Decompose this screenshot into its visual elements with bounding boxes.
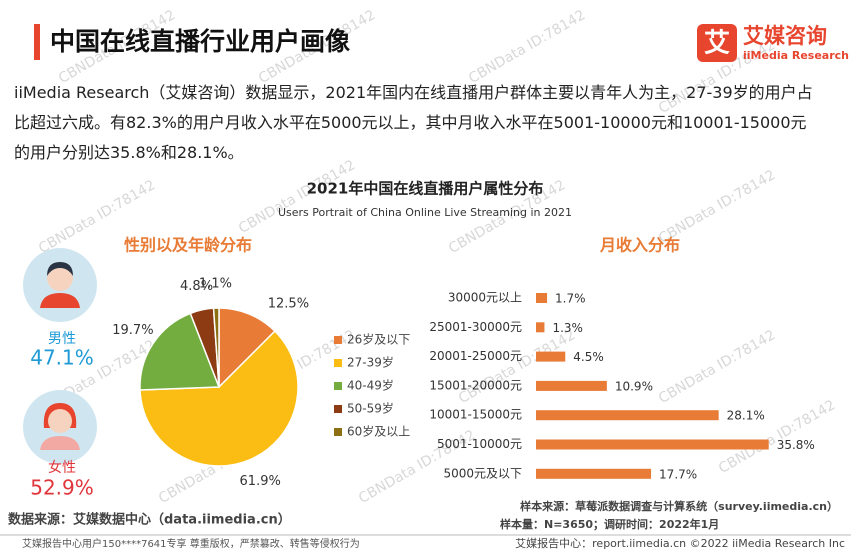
footer-left: 艾媒报告中心用户150****7641专享 尊重版权，严禁篡改、转售等侵权行为 (22, 537, 360, 550)
legend-label: 50-59岁 (347, 401, 394, 416)
legend-swatch (334, 359, 342, 367)
logo-en: iiMedia Research (743, 49, 849, 62)
legend-label: 27-39岁 (347, 355, 394, 370)
logo-box (697, 24, 737, 62)
y-tick-label: 25001-30000元 (429, 320, 522, 334)
y-tick-label: 5000元及以下 (443, 466, 522, 480)
watermark: CBNData ID:78142 (456, 327, 578, 407)
legend-swatch (334, 382, 342, 390)
legend-swatch (334, 405, 342, 413)
bar-value-label: 1.7% (555, 292, 586, 306)
gender-value: 47.1% (30, 346, 94, 370)
bar (536, 380, 607, 391)
y-tick-label: 15001-20000元 (429, 378, 522, 392)
y-tick-label: 20001-25000元 (429, 349, 522, 363)
bar (536, 468, 652, 479)
pie-value-label: 61.9% (240, 474, 281, 489)
title-bar (34, 24, 40, 60)
figure-subtitle: Users Portrait of China Online Live Stre… (278, 206, 572, 219)
charts: 12.5% 61.9% 19.7% 4.8%1.1% 26岁及以下 27-39岁 40-49… (112, 277, 815, 489)
pie-value-label: 19.7% (112, 323, 153, 338)
bar-value-label: 35.8% (777, 438, 815, 452)
bar-value-label: 28.1% (727, 409, 765, 423)
watermark: CBNData ID:78142 (656, 327, 778, 407)
y-tick-label: 30000元以上 (448, 291, 522, 305)
bar (536, 293, 548, 303)
pie-value-label: 1.1% (199, 277, 232, 292)
watermark: CBNData ID:78142 (466, 7, 588, 87)
sample-info: 样本量：N=3650；调研时间：2022年1月 (500, 517, 719, 531)
bar-value-label: 4.5% (573, 350, 604, 364)
logo-cn: 艾媒咨询 (743, 24, 827, 48)
bar-value-label: 17.7% (659, 467, 697, 481)
pie-slice (218, 307, 276, 389)
pie-value-label: 4.8% (180, 279, 213, 294)
legend-swatch (334, 428, 342, 436)
legend-label: 40-49岁 (347, 378, 394, 393)
bar (536, 351, 566, 362)
pie-slice (139, 312, 221, 391)
page-title: 中国在线直播行业用户画像 (50, 27, 350, 56)
bar-title: 月收入分布 (599, 236, 680, 255)
paragraph: iiMedia Research（艾媒咨询）数据显示，2021年国内在线直播用户… (14, 83, 813, 162)
footer-right: 艾媒报告中心：report.iimedia.cn ©2022 iiMedia R… (515, 536, 845, 550)
male-icon (23, 248, 97, 322)
source: 数据来源：艾媒数据中心（data.iimedia.cn） (8, 512, 291, 528)
y-tick-label: 5001-10000元 (437, 437, 522, 451)
figure-title: 2021年中国在线直播用户属性分布 (307, 180, 544, 198)
bar (536, 439, 769, 450)
bar (536, 322, 545, 333)
bar-value-label: 1.3% (552, 321, 583, 335)
bar (536, 410, 719, 421)
pie-slice (139, 330, 299, 467)
gender-label: 男性 (48, 331, 76, 347)
y-tick-label: 10001-15000元 (429, 408, 522, 422)
legend-label: 26岁及以下 (347, 332, 410, 347)
gender-label: 女性 (48, 459, 76, 476)
pie-title: 性别以及年龄分布 (124, 236, 252, 255)
logo-icon: 艾 (704, 29, 730, 59)
female-icon (23, 390, 97, 464)
pie-slice (212, 307, 220, 388)
pie-value-label: 12.5% (268, 296, 309, 311)
legend-swatch (334, 336, 342, 344)
legend-label: 60岁及以上 (347, 424, 410, 439)
sample-source: 样本来源：草莓派数据调查与计算系统（survey.iimedia.cn） (520, 499, 838, 513)
bar-value-label: 10.9% (615, 379, 653, 393)
gender-value: 52.9% (30, 476, 94, 500)
